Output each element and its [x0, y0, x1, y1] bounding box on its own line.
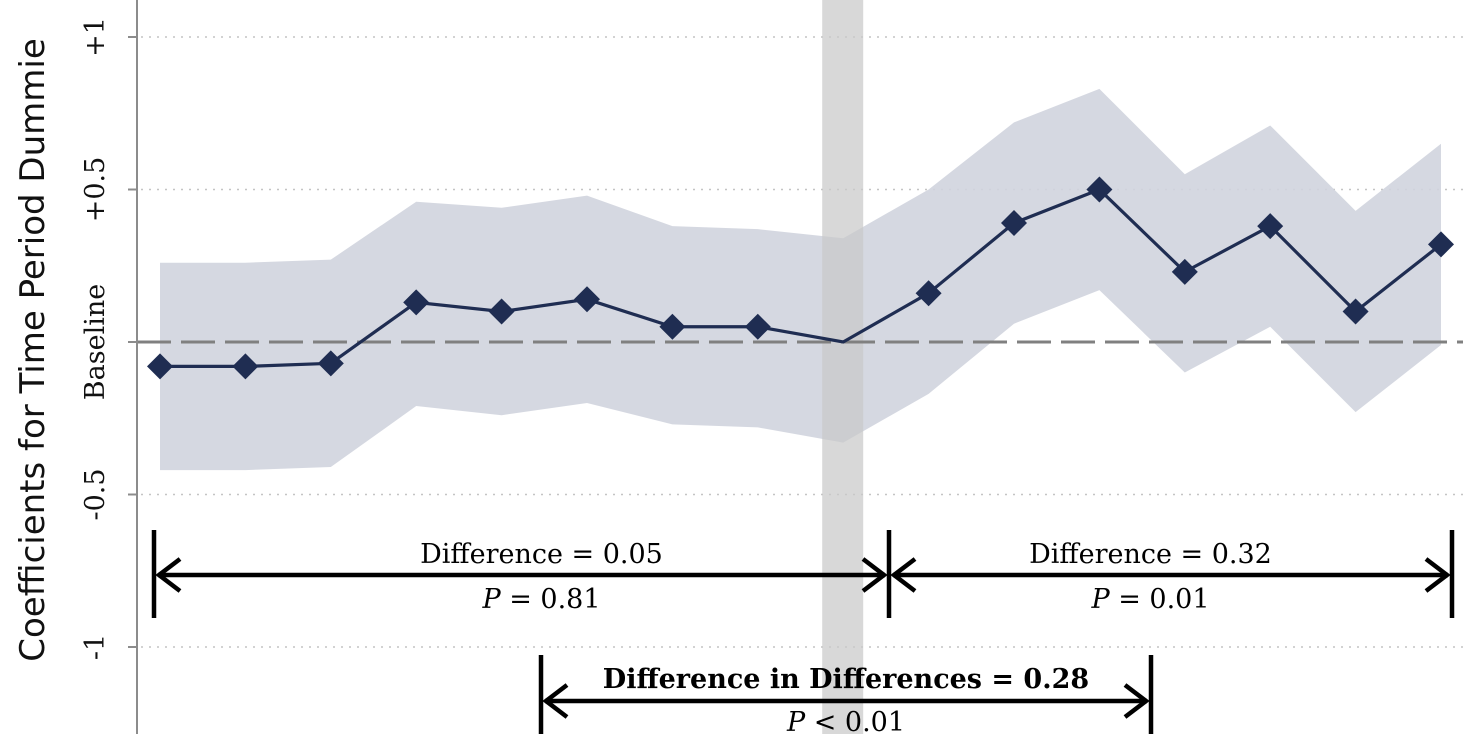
ci-band-area: [160, 88, 1441, 471]
data-point: [403, 289, 430, 316]
arrow-post-period: [890, 557, 1451, 593]
data-point: [659, 313, 686, 340]
data-point: [574, 286, 600, 313]
y-tick-labels: +1 +0.5 Baseline -0.5 -1: [80, 17, 137, 660]
arrow-head-left: [890, 557, 917, 593]
y-tick-label: -1: [80, 634, 111, 660]
annotations: Difference = 0.05 P = 0.81 Difference = 0.…: [151, 530, 1455, 734]
p-value-pre-label: P = 0.81: [481, 584, 600, 615]
y-tick-label: Baseline: [80, 284, 111, 400]
arrow-head-right: [861, 557, 888, 593]
y-tick-label: +0.5: [80, 157, 111, 223]
data-point: [147, 353, 173, 380]
y-tick-label: -0.5: [80, 468, 111, 520]
p-value-post-label: P = 0.01: [1090, 584, 1209, 615]
data-point: [915, 280, 942, 307]
y-axis-label: Coefficients for Time Period Dummie: [13, 38, 53, 662]
data-point: [1428, 231, 1454, 258]
data-point: [1086, 176, 1113, 203]
arrow-head-left: [542, 683, 569, 719]
confidence-band: [160, 88, 1441, 471]
data-point: [488, 298, 515, 325]
data-point: [232, 353, 259, 380]
arrow-head-right: [1424, 557, 1451, 593]
y-tick-label: +1: [80, 17, 111, 57]
arrow-head-right: [1123, 683, 1150, 719]
difference-pre-label: Difference = 0.05: [420, 539, 663, 570]
data-point: [1171, 258, 1198, 285]
arrow-did: [542, 683, 1150, 719]
shaded-period: [822, 0, 864, 734]
arrow-head-left: [155, 557, 182, 593]
data-point: [1001, 210, 1027, 237]
p-value-did-label: P < 0.01: [786, 707, 905, 734]
data-point: [1342, 298, 1369, 325]
series: [147, 176, 1454, 380]
series-line: [160, 187, 1442, 368]
arrow-pre-period: [155, 557, 888, 593]
did-label: Difference in Differences = 0.28: [603, 664, 1089, 695]
data-point: [1257, 213, 1284, 240]
data-point: [317, 350, 344, 377]
data-point: [744, 313, 771, 340]
difference-post-label: Difference = 0.32: [1029, 539, 1272, 570]
